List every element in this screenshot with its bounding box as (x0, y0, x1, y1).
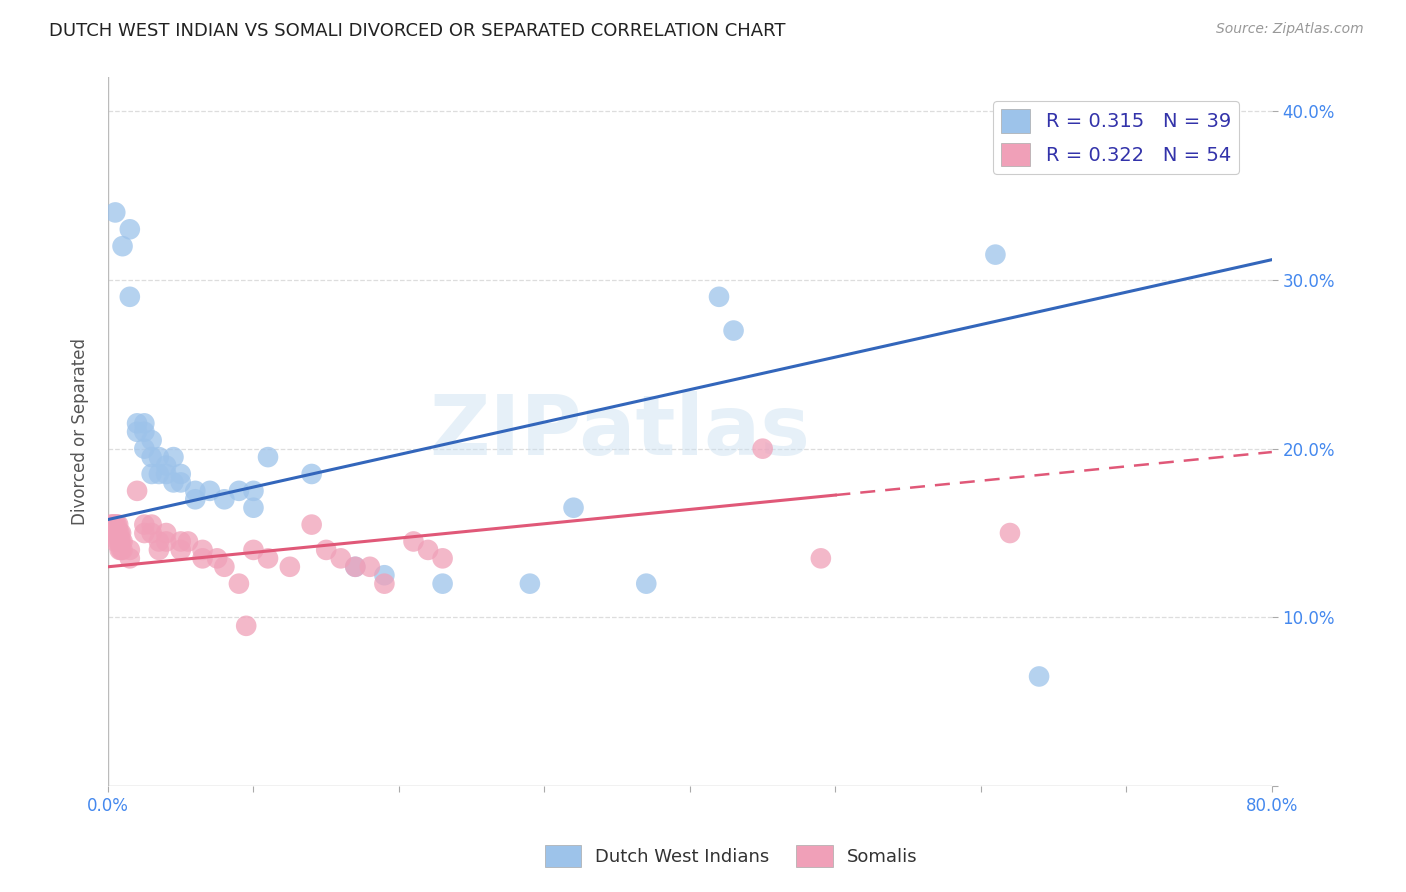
Point (118, 551, 141, 566)
Point (214, 559, 236, 574)
Point (134, 417, 156, 431)
Point (104, 534, 127, 549)
Point (191, 542, 214, 557)
Point (107, 517, 129, 532)
Point (170, 534, 193, 549)
Point (127, 483, 149, 498)
Point (118, 542, 141, 557)
Point (141, 434, 163, 448)
Point (100, 517, 122, 532)
Point (373, 568, 395, 582)
Point (108, 542, 131, 557)
Point (155, 526, 177, 541)
Point (344, 559, 367, 574)
Point (111, 239, 134, 253)
Point (257, 551, 280, 566)
Point (329, 551, 352, 566)
Point (148, 467, 170, 481)
Point (110, 526, 132, 541)
Point (723, 324, 745, 338)
Point (107, 534, 129, 549)
Point (162, 450, 184, 464)
Point (162, 475, 184, 490)
Point (110, 542, 132, 557)
Point (108, 526, 131, 541)
Point (278, 559, 301, 574)
Text: ZIPatlas: ZIPatlas (430, 392, 811, 472)
Point (562, 500, 585, 515)
Point (301, 517, 323, 532)
Point (170, 475, 193, 490)
Point (1028, 669, 1050, 683)
Point (104, 526, 127, 541)
Point (228, 576, 250, 591)
Point (810, 551, 832, 566)
Point (315, 542, 337, 557)
Point (519, 576, 541, 591)
Point (191, 551, 214, 566)
Point (301, 467, 323, 481)
Point (170, 467, 193, 481)
Point (105, 526, 128, 541)
Point (141, 450, 163, 464)
Y-axis label: Divorced or Separated: Divorced or Separated (72, 338, 89, 525)
Text: DUTCH WEST INDIAN VS SOMALI DIVORCED OR SEPARATED CORRELATION CHART: DUTCH WEST INDIAN VS SOMALI DIVORCED OR … (49, 22, 786, 40)
Point (155, 534, 177, 549)
Point (184, 483, 207, 498)
Point (416, 542, 439, 557)
Point (242, 500, 264, 515)
Point (103, 517, 125, 532)
Point (134, 425, 156, 439)
Point (235, 619, 257, 633)
Point (998, 526, 1021, 541)
Point (111, 534, 134, 549)
Point (134, 442, 156, 456)
Point (184, 492, 207, 507)
Point (110, 534, 132, 549)
Point (118, 290, 141, 304)
Point (111, 542, 134, 557)
Point (141, 526, 163, 541)
Point (134, 517, 156, 532)
Point (148, 450, 170, 464)
Point (373, 576, 395, 591)
Point (707, 290, 730, 304)
Point (107, 526, 129, 541)
Point (134, 526, 156, 541)
Point (104, 205, 127, 219)
Point (751, 442, 773, 456)
Point (198, 483, 221, 498)
Legend: Dutch West Indians, Somalis: Dutch West Indians, Somalis (537, 838, 925, 874)
Point (155, 467, 177, 481)
Point (118, 222, 141, 236)
Point (148, 542, 170, 557)
Point (257, 450, 280, 464)
Point (108, 534, 131, 549)
Point (359, 559, 381, 574)
Legend: R = 0.315   N = 39, R = 0.322   N = 54: R = 0.315 N = 39, R = 0.322 N = 54 (993, 102, 1239, 174)
Point (432, 576, 454, 591)
Point (636, 576, 658, 591)
Point (105, 517, 128, 532)
Point (984, 247, 1007, 261)
Point (141, 517, 163, 532)
Point (214, 492, 236, 507)
Point (228, 483, 250, 498)
Point (344, 559, 367, 574)
Point (148, 534, 170, 549)
Point (177, 534, 200, 549)
Point (155, 458, 177, 473)
Point (402, 534, 425, 549)
Point (205, 551, 228, 566)
Point (104, 517, 127, 532)
Point (432, 551, 454, 566)
Point (127, 417, 149, 431)
Point (242, 542, 264, 557)
Point (101, 517, 124, 532)
Point (127, 425, 149, 439)
Text: Source: ZipAtlas.com: Source: ZipAtlas.com (1216, 22, 1364, 37)
Point (242, 483, 264, 498)
Point (170, 542, 193, 557)
Point (141, 467, 163, 481)
